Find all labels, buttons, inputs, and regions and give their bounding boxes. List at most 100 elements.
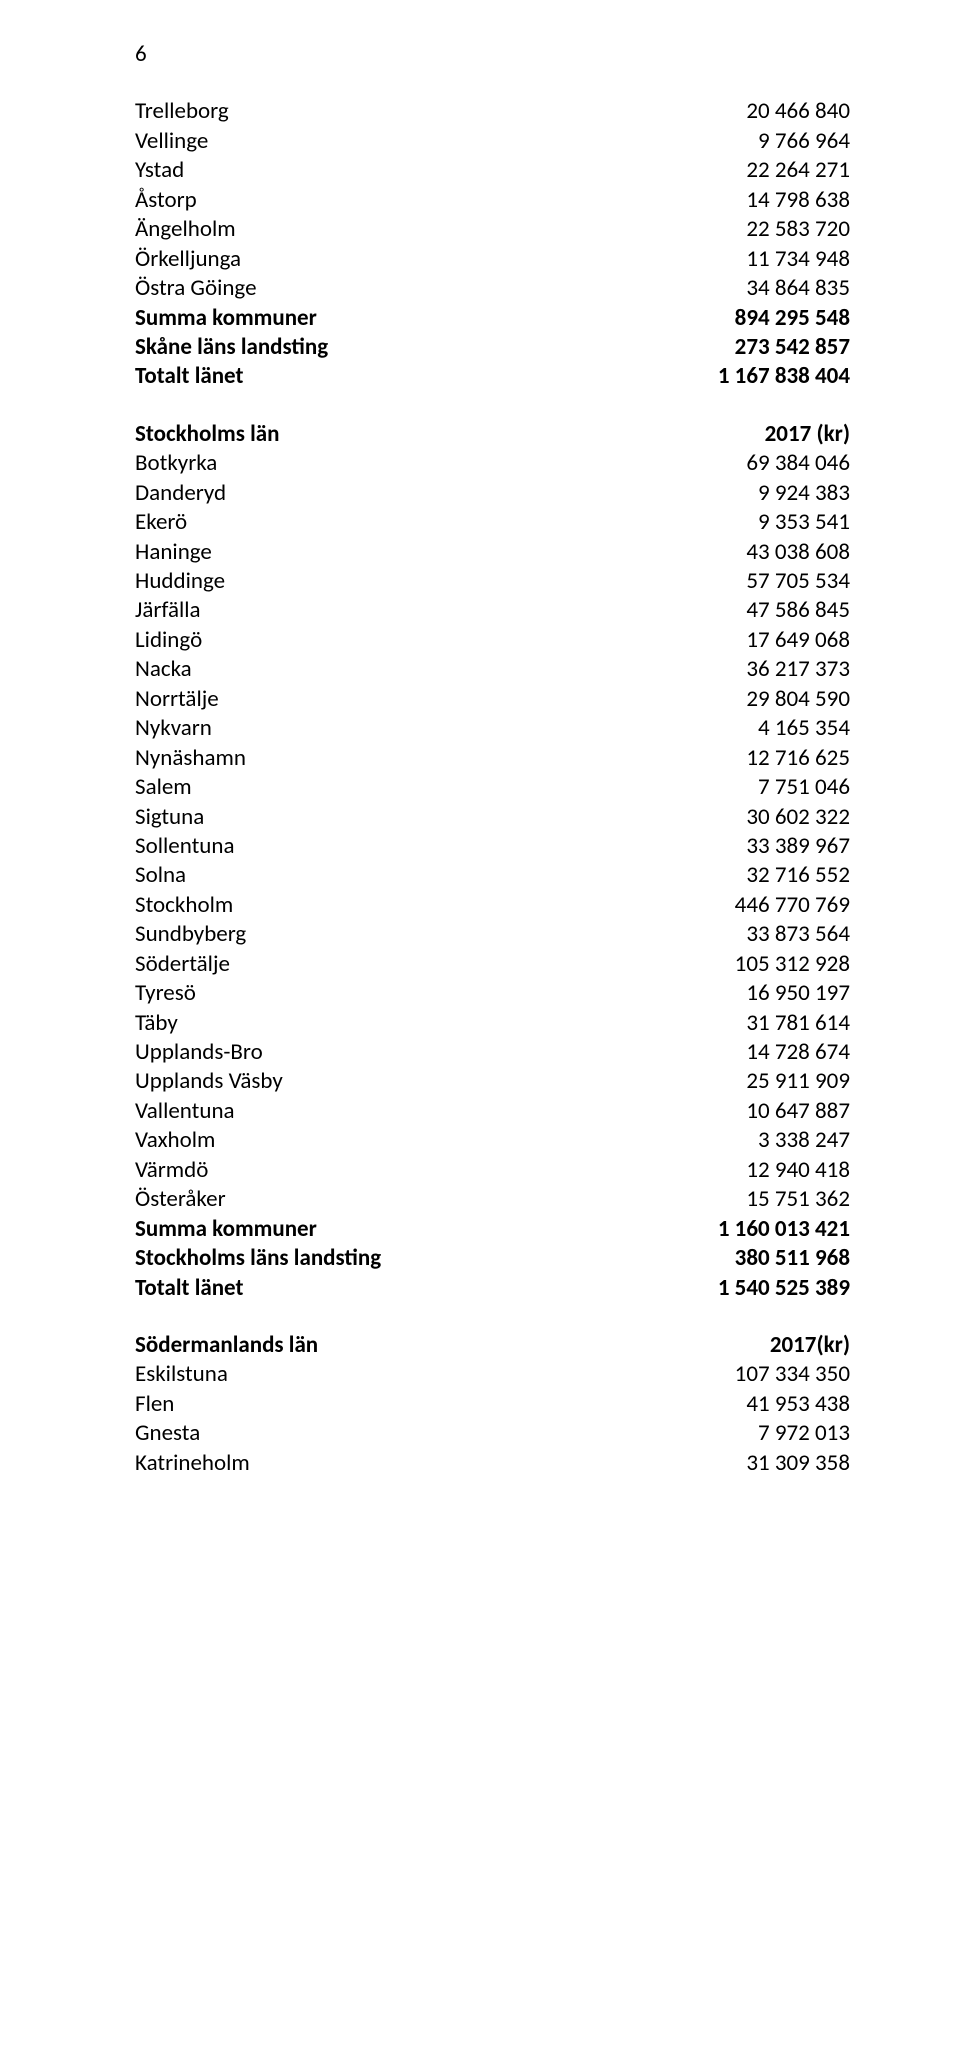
row-value: 7 751 046 xyxy=(758,773,850,802)
row-label: Östra Göinge xyxy=(135,274,257,303)
row-value: 1 540 525 389 xyxy=(718,1274,850,1303)
row-value: 2017(kr) xyxy=(770,1331,850,1360)
table-row: Värmdö 12 940 418 xyxy=(135,1156,850,1185)
row-label: Gnesta xyxy=(135,1419,200,1448)
table-row: Salem 7 751 046 xyxy=(135,773,850,802)
page-number: 6 xyxy=(135,40,850,69)
row-value: 9 924 383 xyxy=(758,479,850,508)
row-value: 15 751 362 xyxy=(746,1185,850,1214)
table-row: Sigtuna 30 602 322 xyxy=(135,803,850,832)
row-value: 33 389 967 xyxy=(746,832,850,861)
table-row: Eskilstuna107 334 350 xyxy=(135,1360,850,1389)
row-value: 2017 (kr) xyxy=(765,420,850,449)
table-row: Sundbyberg 33 873 564 xyxy=(135,920,850,949)
row-label: Danderyd xyxy=(135,479,226,508)
table-row: Sollentuna 33 389 967 xyxy=(135,832,850,861)
row-value: 16 950 197 xyxy=(746,979,850,1008)
table-row: Botkyrka69 384 046 xyxy=(135,449,850,478)
row-value: 33 873 564 xyxy=(746,920,850,949)
row-value: 36 217 373 xyxy=(746,655,850,684)
row-label: Vallentuna xyxy=(135,1097,235,1126)
row-value: 7 972 013 xyxy=(758,1419,850,1448)
row-value: 3 338 247 xyxy=(758,1126,850,1155)
row-label: Sigtuna xyxy=(135,803,204,832)
table-row: Trelleborg 20 466 840 xyxy=(135,97,850,126)
row-value: 57 705 534 xyxy=(746,567,850,596)
row-value: 105 312 928 xyxy=(735,950,850,979)
row-label: Sundbyberg xyxy=(135,920,246,949)
row-value: 31 781 614 xyxy=(746,1009,850,1038)
row-label: Ekerö xyxy=(135,508,187,537)
row-value: 17 649 068 xyxy=(746,626,850,655)
table-row: Åstorp14 798 638 xyxy=(135,186,850,215)
table-row: Ystad22 264 271 xyxy=(135,156,850,185)
table-row: Stockholm446 770 769 xyxy=(135,891,850,920)
row-label: Skåne läns landsting xyxy=(135,333,328,362)
table-row: Haninge 43 038 608 xyxy=(135,538,850,567)
table-row: Danderyd 9 924 383 xyxy=(135,479,850,508)
row-value: 107 334 350 xyxy=(735,1360,850,1389)
row-label: Nykvarn xyxy=(135,714,212,743)
table-row: Nykvarn 4 165 354 xyxy=(135,714,850,743)
spacer-row xyxy=(135,1303,850,1331)
table-row: Huddinge 57 705 534 xyxy=(135,567,850,596)
row-value: 47 586 845 xyxy=(746,596,850,625)
table-row: Summa kommuner 1 160 013 421 xyxy=(135,1215,850,1244)
row-label: Flen xyxy=(135,1390,174,1419)
row-value: 1 167 838 404 xyxy=(718,362,850,391)
row-value: 9 766 964 xyxy=(758,127,850,156)
row-value: 20 466 840 xyxy=(746,97,850,126)
table-row: Örkelljunga11 734 948 xyxy=(135,245,850,274)
row-label: Huddinge xyxy=(135,567,225,596)
table-row: Upplands Väsby25 911 909 xyxy=(135,1067,850,1096)
row-label: Järfälla xyxy=(135,596,201,625)
row-label: Tyresö xyxy=(135,979,196,1008)
table-row: Upplands-Bro 14 728 674 xyxy=(135,1038,850,1067)
row-label: Stockholms län xyxy=(135,420,279,449)
row-label: Summa kommuner xyxy=(135,304,317,333)
row-label: Upplands-Bro xyxy=(135,1038,263,1067)
table-row: Solna32 716 552 xyxy=(135,861,850,890)
row-value: 4 165 354 xyxy=(758,714,850,743)
row-label: Haninge xyxy=(135,538,212,567)
table-row: Gnesta 7 972 013 xyxy=(135,1419,850,1448)
row-label: Täby xyxy=(135,1009,178,1038)
table-row: Nacka 36 217 373 xyxy=(135,655,850,684)
row-label: Salem xyxy=(135,773,192,802)
row-label: Trelleborg xyxy=(135,97,229,126)
row-label: Ängelholm xyxy=(135,215,236,244)
row-value: 30 602 322 xyxy=(746,803,850,832)
row-label: Södermanlands län xyxy=(135,1331,318,1360)
row-value: 22 583 720 xyxy=(746,215,850,244)
row-value: 12 940 418 xyxy=(746,1156,850,1185)
row-label: Katrineholm xyxy=(135,1449,250,1478)
spacer-row xyxy=(135,392,850,420)
row-value: 11 734 948 xyxy=(746,245,850,274)
table-row: Stockholms län 2017 (kr) xyxy=(135,420,850,449)
row-value: 9 353 541 xyxy=(758,508,850,537)
row-label: Vaxholm xyxy=(135,1126,215,1155)
row-value: 1 160 013 421 xyxy=(718,1215,850,1244)
row-value: 14 728 674 xyxy=(746,1038,850,1067)
table-row: Österåker15 751 362 xyxy=(135,1185,850,1214)
table-row: Nynäshamn12 716 625 xyxy=(135,744,850,773)
document-page: 6 Trelleborg 20 466 840Vellinge9 766 964Y… xyxy=(0,0,960,1518)
row-label: Totalt länet xyxy=(135,362,243,391)
row-value: 273 542 857 xyxy=(735,333,850,362)
table-row: Norrtälje29 804 590 xyxy=(135,685,850,714)
table-row: Östra Göinge34 864 835 xyxy=(135,274,850,303)
row-label: Summa kommuner xyxy=(135,1215,317,1244)
row-label: Värmdö xyxy=(135,1156,208,1185)
row-label: Norrtälje xyxy=(135,685,219,714)
row-value: 32 716 552 xyxy=(746,861,850,890)
row-value: 25 911 909 xyxy=(746,1067,850,1096)
row-value: 43 038 608 xyxy=(746,538,850,567)
row-label: Nacka xyxy=(135,655,192,684)
table-row: Vaxholm 3 338 247 xyxy=(135,1126,850,1155)
table-row: Flen41 953 438 xyxy=(135,1390,850,1419)
table-row: Ängelholm 22 583 720 xyxy=(135,215,850,244)
row-label: Stockholms läns landsting xyxy=(135,1244,381,1273)
table-row: Vellinge9 766 964 xyxy=(135,127,850,156)
row-label: Södertälje xyxy=(135,950,230,979)
row-label: Sollentuna xyxy=(135,832,234,861)
